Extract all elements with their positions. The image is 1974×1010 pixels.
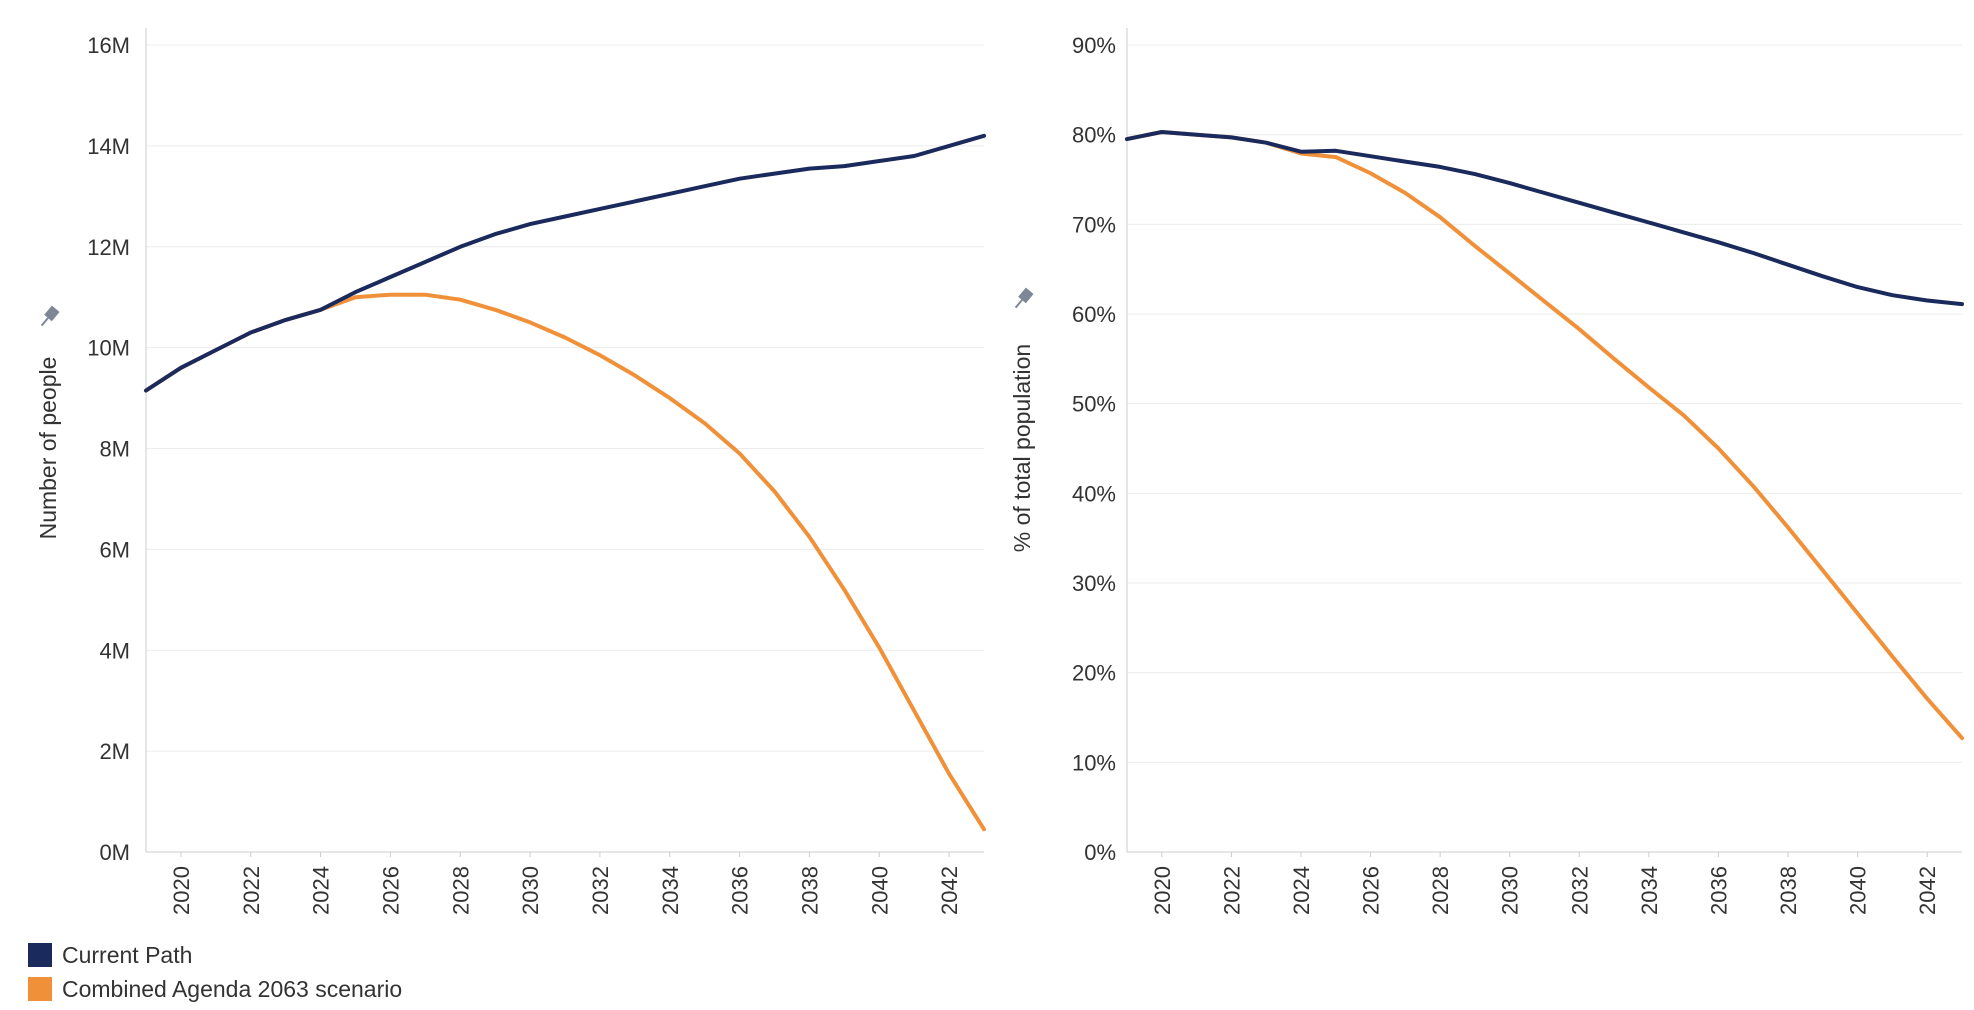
x-tick-label: 2026	[1359, 866, 1384, 915]
pin-icon-head	[1018, 287, 1034, 304]
legend-swatch-current-path	[28, 943, 52, 967]
legend-item-current-path[interactable]: Current Path	[28, 938, 402, 972]
y-tick-label: 6M	[99, 537, 130, 562]
x-tick-label: 2038	[1776, 866, 1801, 915]
y-tick-label: 30%	[1072, 571, 1116, 596]
y-tick-label: 80%	[1072, 123, 1116, 148]
x-tick-label: 2028	[448, 866, 473, 915]
x-tick-label: 2024	[309, 866, 334, 915]
x-tick-label: 2032	[588, 866, 613, 915]
legend-item-agenda-2063[interactable]: Combined Agenda 2063 scenario	[28, 972, 402, 1006]
x-tick-label: 2032	[1567, 866, 1592, 915]
series-line-agenda-2063	[1125, 130, 1964, 741]
legend-label-current-path: Current Path	[62, 941, 193, 968]
legend: Current Path Combined Agenda 2063 scenar…	[28, 938, 402, 1006]
y-tick-label: 10%	[1072, 750, 1116, 775]
x-tick-label: 2030	[518, 866, 543, 915]
y-tick-label: 4M	[99, 638, 130, 663]
x-tick-label: 2038	[797, 866, 822, 915]
pin-icon	[40, 305, 60, 327]
y-tick-label: 10M	[87, 336, 130, 361]
x-tick-label: 2022	[1219, 866, 1244, 915]
x-tick-label: 2028	[1428, 866, 1453, 915]
x-tick-label: 2026	[378, 866, 403, 915]
x-tick-label: 2034	[658, 866, 683, 915]
y-tick-label: 0%	[1084, 840, 1116, 865]
x-tick-label: 2036	[1706, 866, 1731, 915]
y-tick-label: 50%	[1072, 392, 1116, 417]
pin-icon	[1014, 287, 1034, 309]
y-axis-label: % of total population	[1009, 344, 1035, 552]
y-tick-label: 2M	[99, 739, 130, 764]
x-tick-label: 2034	[1637, 866, 1662, 915]
chart-people: 0M 2M 4M 6M 8M 10M 12M 14M 16M 2020 2022 2024 2026 20…	[35, 28, 986, 915]
y-axis-label: Number of people	[35, 357, 61, 540]
x-tick-label: 2036	[728, 866, 753, 915]
y-tick-label: 70%	[1072, 212, 1116, 237]
x-tick-label: 2040	[1846, 866, 1871, 915]
y-tick-label: 16M	[87, 33, 130, 58]
series-line-current-path	[1125, 130, 1964, 307]
pin-icon-head	[44, 305, 60, 322]
pin-icon-needle	[1014, 299, 1023, 309]
y-tick-label: 90%	[1072, 33, 1116, 58]
chart-percent: 0% 10% 20% 30% 40% 50% 60% 70% 80% 90% 2020 2022 202…	[1009, 28, 1964, 915]
y-tick-label: 14M	[87, 134, 130, 159]
x-tick-label: 2040	[867, 866, 892, 915]
x-tick-label: 2024	[1289, 866, 1314, 915]
x-tick-label: 2030	[1498, 866, 1523, 915]
y-tick-label: 60%	[1072, 302, 1116, 327]
x-tick-label: 2042	[1915, 866, 1940, 915]
x-tick-label: 2020	[1150, 866, 1175, 915]
legend-label-agenda-2063: Combined Agenda 2063 scenario	[62, 975, 403, 1002]
y-tick-label: 12M	[87, 235, 130, 260]
x-tick-label: 2022	[239, 866, 264, 915]
y-tick-label: 0M	[99, 840, 130, 865]
y-tick-label: 8M	[99, 437, 130, 462]
x-tick-label: 2042	[937, 866, 962, 915]
y-tick-label: 40%	[1072, 481, 1116, 506]
series-line-agenda-2063	[144, 292, 986, 832]
x-tick-label: 2020	[169, 866, 194, 915]
series-line-current-path	[144, 133, 986, 393]
legend-swatch-agenda-2063	[28, 977, 52, 1001]
y-tick-label: 20%	[1072, 661, 1116, 686]
pin-icon-needle	[40, 317, 49, 327]
